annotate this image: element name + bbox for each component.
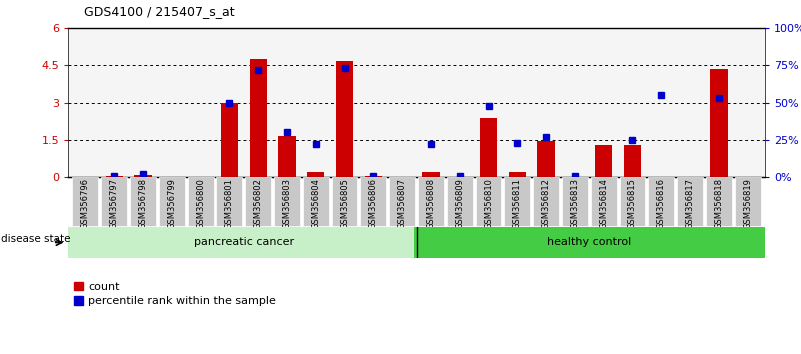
- Text: GSM356807: GSM356807: [397, 178, 407, 229]
- Text: GSM356812: GSM356812: [541, 178, 550, 229]
- Text: GSM356816: GSM356816: [657, 178, 666, 229]
- Text: GSM356817: GSM356817: [686, 178, 694, 229]
- FancyBboxPatch shape: [735, 177, 761, 226]
- Text: GSM356799: GSM356799: [167, 178, 176, 229]
- Text: pancreatic cancer: pancreatic cancer: [194, 238, 294, 247]
- FancyBboxPatch shape: [72, 177, 99, 226]
- Bar: [336, 61, 353, 177]
- Bar: [422, 172, 440, 177]
- Text: GSM356806: GSM356806: [368, 178, 378, 229]
- FancyBboxPatch shape: [332, 177, 357, 226]
- FancyBboxPatch shape: [418, 177, 444, 226]
- Text: GSM356819: GSM356819: [743, 178, 752, 229]
- FancyBboxPatch shape: [447, 177, 473, 226]
- Bar: [307, 172, 324, 177]
- Text: GSM356798: GSM356798: [139, 178, 147, 229]
- FancyBboxPatch shape: [476, 177, 501, 226]
- Bar: [364, 176, 382, 177]
- Text: GSM356802: GSM356802: [254, 178, 263, 229]
- Text: GSM356813: GSM356813: [570, 178, 579, 229]
- Text: GSM356801: GSM356801: [225, 178, 234, 229]
- FancyBboxPatch shape: [413, 227, 765, 258]
- FancyBboxPatch shape: [245, 177, 271, 226]
- FancyBboxPatch shape: [130, 177, 156, 226]
- Text: GSM356814: GSM356814: [599, 178, 608, 229]
- Legend: count, percentile rank within the sample: count, percentile rank within the sample: [74, 282, 276, 306]
- Text: GSM356818: GSM356818: [714, 178, 723, 229]
- FancyBboxPatch shape: [533, 177, 559, 226]
- FancyBboxPatch shape: [389, 177, 415, 226]
- Bar: [221, 103, 238, 177]
- FancyBboxPatch shape: [68, 227, 417, 258]
- Text: disease state: disease state: [1, 234, 70, 244]
- Bar: [278, 136, 296, 177]
- Bar: [135, 175, 151, 177]
- FancyBboxPatch shape: [590, 177, 617, 226]
- FancyBboxPatch shape: [159, 177, 185, 226]
- Bar: [249, 59, 267, 177]
- FancyBboxPatch shape: [706, 177, 732, 226]
- Text: healthy control: healthy control: [547, 238, 631, 247]
- Text: GSM356803: GSM356803: [283, 178, 292, 229]
- Text: GSM356796: GSM356796: [81, 178, 90, 229]
- FancyBboxPatch shape: [187, 177, 214, 226]
- Bar: [480, 118, 497, 177]
- FancyBboxPatch shape: [619, 177, 646, 226]
- FancyBboxPatch shape: [303, 177, 328, 226]
- FancyBboxPatch shape: [216, 177, 242, 226]
- Text: GSM356797: GSM356797: [110, 178, 119, 229]
- Text: GSM356815: GSM356815: [628, 178, 637, 229]
- FancyBboxPatch shape: [677, 177, 703, 226]
- Text: GSM356800: GSM356800: [196, 178, 205, 229]
- Text: GSM356805: GSM356805: [340, 178, 349, 229]
- Bar: [624, 145, 641, 177]
- FancyBboxPatch shape: [360, 177, 386, 226]
- Bar: [537, 141, 555, 177]
- FancyBboxPatch shape: [562, 177, 588, 226]
- Bar: [106, 176, 123, 177]
- Bar: [710, 69, 727, 177]
- FancyBboxPatch shape: [648, 177, 674, 226]
- FancyBboxPatch shape: [274, 177, 300, 226]
- Text: GDS4100 / 215407_s_at: GDS4100 / 215407_s_at: [84, 5, 235, 18]
- Text: GSM356804: GSM356804: [312, 178, 320, 229]
- Bar: [509, 172, 526, 177]
- Text: GSM356809: GSM356809: [455, 178, 465, 229]
- Text: GSM356808: GSM356808: [426, 178, 436, 229]
- Text: GSM356811: GSM356811: [513, 178, 521, 229]
- FancyBboxPatch shape: [505, 177, 530, 226]
- Text: GSM356810: GSM356810: [484, 178, 493, 229]
- FancyBboxPatch shape: [101, 177, 127, 226]
- Bar: [595, 145, 612, 177]
